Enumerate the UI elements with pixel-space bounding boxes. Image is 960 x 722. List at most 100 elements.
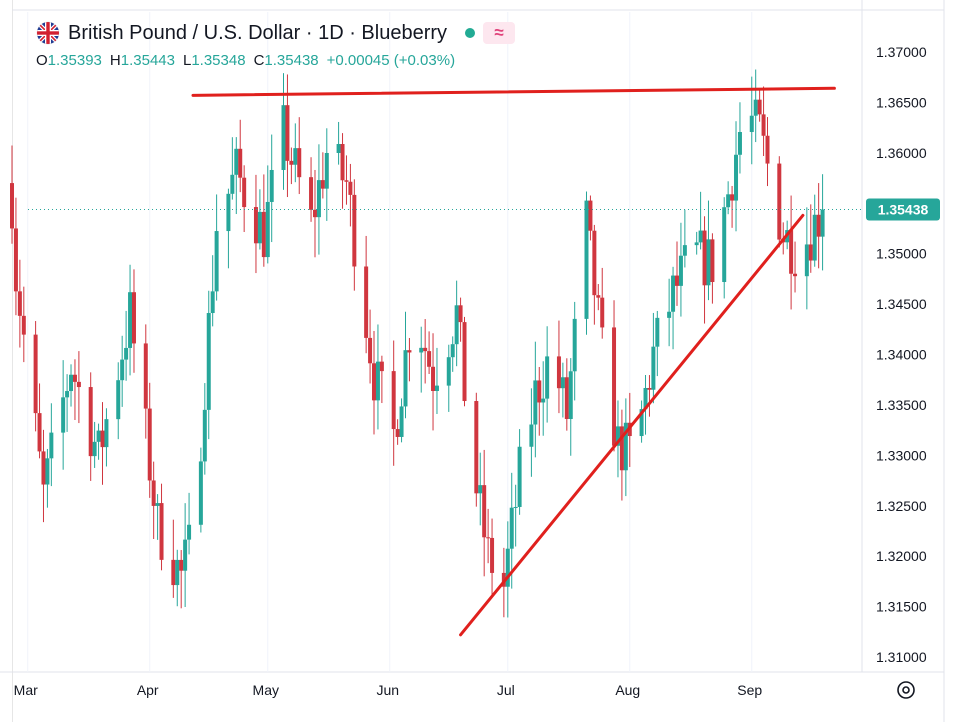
- candle-body: [352, 194, 357, 267]
- candle-body: [92, 441, 97, 457]
- candle-body: [584, 200, 589, 319]
- candle-body: [391, 371, 396, 430]
- open-value: 1.35393: [47, 52, 102, 69]
- candle-body: [651, 346, 656, 390]
- candle-body: [179, 559, 184, 571]
- uk-us-flag-icon: [36, 21, 60, 45]
- candle-body: [816, 214, 821, 237]
- candle-body: [564, 377, 569, 419]
- candles: [10, 69, 825, 618]
- candle-body: [151, 480, 156, 506]
- resistance-trendline[interactable]: [191, 86, 836, 97]
- candle-body: [478, 485, 483, 494]
- price-tick-label: 1.35000: [876, 246, 927, 262]
- candle-body: [147, 408, 152, 481]
- candle-body: [72, 374, 77, 382]
- close-value: 1.35438: [264, 52, 319, 69]
- price-tick-label: 1.34500: [876, 296, 927, 312]
- candle-body: [434, 385, 439, 391]
- candle-body: [289, 160, 294, 165]
- candle-body: [722, 207, 727, 283]
- candle-body: [372, 363, 377, 401]
- candle-body: [375, 361, 380, 401]
- last-price-tag[interactable]: [866, 198, 940, 221]
- candle-body: [379, 361, 384, 372]
- trendlines[interactable]: [28, 86, 862, 637]
- candle-body: [281, 105, 286, 170]
- candle-body: [706, 239, 711, 286]
- candle-body: [320, 180, 325, 189]
- wave-icon[interactable]: ≈: [483, 22, 516, 44]
- time-tick-label: May: [253, 682, 279, 698]
- candle-body: [529, 424, 534, 447]
- candle-body: [293, 148, 298, 165]
- candle-body: [730, 194, 735, 201]
- time-tick-label: Jun: [376, 682, 399, 698]
- symbol-title[interactable]: British Pound / U.S. Dollar · 1D · Blueb…: [68, 21, 448, 44]
- candle-body: [116, 380, 121, 420]
- candle-body: [509, 507, 514, 549]
- low-value: 1.35348: [191, 52, 246, 69]
- candle-body: [265, 201, 270, 258]
- left-toolbar-strip[interactable]: [0, 0, 13, 722]
- price-tick-label: 1.33000: [876, 447, 927, 463]
- candle-body: [761, 114, 766, 136]
- candle-body: [399, 406, 404, 437]
- candle-body: [474, 401, 479, 494]
- price-tick-label: 1.32000: [876, 548, 927, 564]
- candle-body: [238, 148, 243, 178]
- candle-body: [242, 177, 247, 208]
- candle-body: [753, 99, 758, 116]
- ohlc-legend: O1.35393 H1.35443 L1.35348 C1.35438 +0.0…: [36, 52, 455, 69]
- candle-body: [568, 371, 573, 419]
- price-axis[interactable]: 1.370001.365001.360001.355001.350001.345…: [866, 44, 940, 665]
- candle-body: [482, 485, 487, 538]
- price-tick-label: 1.33500: [876, 397, 927, 413]
- candle-body: [269, 169, 274, 202]
- candle-body: [312, 209, 317, 218]
- candle-body: [639, 409, 644, 437]
- low-label: L: [182, 52, 192, 69]
- candle-body: [820, 209, 825, 237]
- close-label: C: [253, 52, 265, 69]
- candle-body: [17, 291, 22, 316]
- candle-body: [131, 292, 136, 344]
- candle-body: [486, 537, 491, 539]
- settings-gear-icon[interactable]: [897, 681, 915, 699]
- candle-body: [395, 429, 400, 437]
- candle-body: [643, 387, 648, 410]
- candle-body: [812, 214, 817, 261]
- candle-body: [710, 239, 715, 283]
- candle-body: [505, 548, 510, 587]
- candle-body: [513, 506, 518, 508]
- candle-body: [517, 446, 522, 507]
- candle-body: [21, 315, 26, 335]
- candle-body: [431, 366, 436, 391]
- candle-body: [541, 398, 546, 403]
- candle-body: [757, 99, 762, 115]
- candle-body: [202, 409, 207, 462]
- candle-body: [175, 559, 180, 586]
- candle-body: [100, 430, 105, 448]
- candle-body: [462, 322, 467, 402]
- price-tick-label: 1.32500: [876, 498, 927, 514]
- candle-body: [623, 422, 628, 471]
- candle-body: [124, 347, 129, 360]
- candle-body: [340, 144, 345, 181]
- time-axis[interactable]: Mar Apr May Jun Jul Aug Sep: [14, 681, 915, 699]
- candle-body: [155, 503, 160, 506]
- candle-body: [588, 200, 593, 231]
- candle-body: [10, 183, 14, 229]
- price-tick-label: 1.34000: [876, 347, 927, 363]
- support-trendline[interactable]: [459, 213, 805, 637]
- candle-body: [261, 211, 266, 258]
- candle-body: [655, 317, 660, 347]
- last-price-tag-label: 1.35438: [878, 202, 929, 218]
- price-tick-label: 1.37000: [876, 44, 927, 60]
- candle-body: [556, 356, 561, 389]
- time-tick-label: Sep: [737, 682, 762, 698]
- candle-body: [423, 347, 428, 352]
